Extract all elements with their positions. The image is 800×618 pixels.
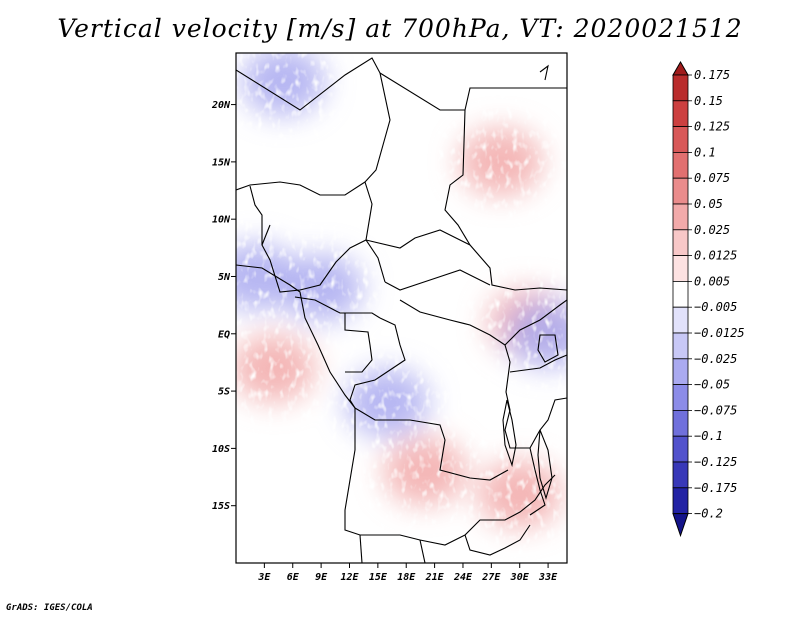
colorbar-label: 0.15 [694,94,723,108]
border-line [359,534,363,563]
border-line [236,181,366,196]
x-tick-label: 21E [425,572,445,583]
y-tick-label: EQ [218,329,230,340]
colorbar-swatch [672,255,689,282]
y-tick-label: 15S [212,501,230,512]
x-tick-label: 30E [510,572,530,583]
colorbar-swatch [672,358,689,385]
colorbar-label: 0.0125 [694,249,737,263]
x-tick-label: 27E [481,572,501,583]
colorbar-label: 0.075 [694,171,730,185]
colorbar-label: 0.05 [694,197,723,211]
x-tick-label: 12E [340,572,359,583]
x-tick-label: 3E [257,572,271,583]
colorbar-label: −0.025 [694,352,737,366]
y-tick-label: 15N [212,157,231,168]
colorbar-swatch [672,100,689,128]
plot-area [236,53,567,563]
colorbar-swatch [672,513,689,538]
border-line [509,354,567,373]
colorbar-swatch [672,435,689,463]
lake-outline [502,399,517,468]
colorbar-label: −0.125 [694,455,737,469]
field-speckle [236,53,567,563]
colorbar-label: 0.1 [694,145,716,159]
colorbar-label: −0.05 [694,378,730,392]
y-tick-label: 5S [218,387,230,398]
colorbar-swatch [672,151,689,179]
x-tick-label: 9E [315,572,328,583]
colorbar-swatch [672,332,689,360]
colorbar-swatch [672,461,689,489]
border-line [354,407,509,481]
border-line [444,109,471,246]
border-line [504,299,567,346]
border-line [529,469,546,516]
chart-title: Vertical velocity [m/s] at 700hPa, VT: 2… [57,14,743,43]
colorbar-swatch [672,280,689,308]
y-tick-label: 20N [211,100,231,111]
border-line [399,299,536,471]
y-tick-label: 10S [212,444,230,455]
colorbar-label: 0.025 [694,223,730,237]
colorbar-swatch [672,203,689,231]
x-tick-label: 33E [538,572,558,583]
x-tick-label: 24E [453,572,473,583]
colorbar-label: −0.2 [694,507,723,521]
border-line [539,64,549,81]
colorbar-swatch [672,60,689,76]
border-line [344,313,373,373]
y-axis: 20N 15N 10N 5N EQ 5S 10S 15S [211,100,236,512]
x-tick-label: 15E [369,572,388,583]
plot-frame [235,52,568,564]
colorbar-swatch [672,487,689,514]
colorbar-swatch [672,126,689,153]
colorbar-swatch [672,229,689,257]
border-line [344,408,556,546]
x-tick-label: 18E [397,572,416,583]
border-line [261,224,386,293]
colorbar-label: −0.175 [694,481,737,495]
lake-outline [537,334,559,363]
y-tick-label: 5N [218,272,231,283]
border-line [236,57,381,111]
border-line [294,296,381,319]
colorbar-label: 0.005 [694,274,730,288]
border-line [365,229,567,291]
border-line [384,269,491,291]
border-line [464,524,531,556]
border-line [419,539,426,563]
colorbar: 0.175 0.15 0.125 0.1 0.075 0.05 0.025 0.0125 0.0… [672,60,745,538]
x-axis: 3E 6E 9E 12E 15E 18E 21E 24E 27E 30E 33E [257,563,558,583]
border-line [349,317,406,409]
colorbar-label: 0.175 [694,68,730,82]
border-line [364,72,391,241]
colorbar-label: −0.075 [694,403,737,417]
x-tick-label: 6E [287,572,300,583]
border-line [529,397,567,449]
country-borders [236,57,567,563]
colorbar-label: −0.005 [694,300,737,314]
coastline [236,264,356,409]
lake-outline [537,429,553,500]
colorbar-swatch [672,306,689,334]
colorbar-swatch [672,74,689,102]
border-line [249,185,263,245]
grads-credit: GrADS: IGES/COLA [6,603,93,613]
colorbar-swatch [672,177,689,205]
colorbar-label: −0.0125 [694,326,745,340]
colorbar-swatch [672,384,689,411]
colorbar-label: 0.125 [694,120,730,134]
y-tick-label: 10N [212,215,231,226]
colorbar-label: −0.1 [694,429,723,443]
colorbar-swatch [672,409,689,437]
